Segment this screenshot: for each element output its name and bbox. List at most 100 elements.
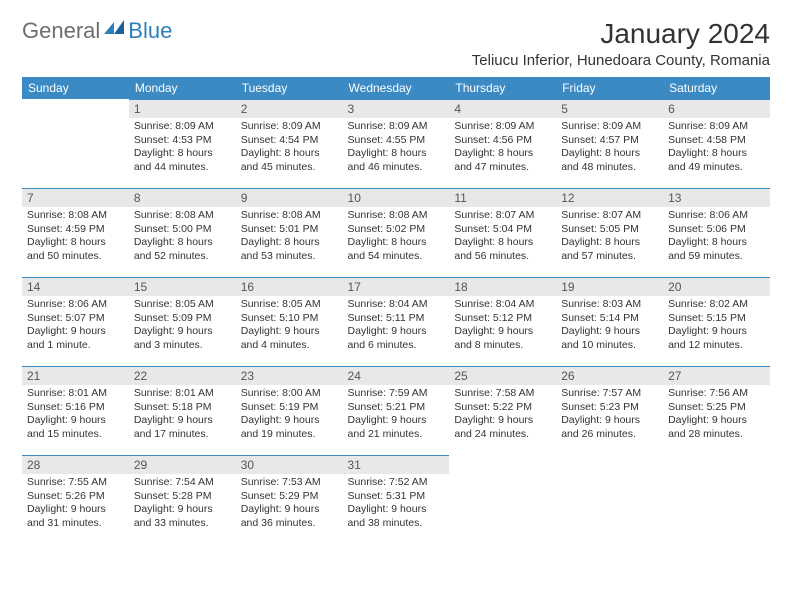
- weekday-header: Friday: [556, 77, 663, 99]
- day-details: Sunrise: 8:07 AMSunset: 5:05 PMDaylight:…: [556, 207, 663, 268]
- sunset-text: Sunset: 5:22 PM: [454, 401, 551, 415]
- sunrise-text: Sunrise: 8:07 AM: [561, 209, 658, 223]
- day-details: Sunrise: 8:04 AMSunset: 5:12 PMDaylight:…: [449, 296, 556, 357]
- sunrise-text: Sunrise: 8:04 AM: [348, 298, 445, 312]
- day-details: Sunrise: 7:52 AMSunset: 5:31 PMDaylight:…: [343, 474, 450, 535]
- daylight-text: Daylight: 9 hours and 4 minutes.: [241, 325, 338, 352]
- day-number: 16: [236, 277, 343, 296]
- daylight-text: Daylight: 8 hours and 53 minutes.: [241, 236, 338, 263]
- calendar-day-cell: 11Sunrise: 8:07 AMSunset: 5:04 PMDayligh…: [449, 188, 556, 277]
- title-block: January 2024 Teliucu Inferior, Hunedoara…: [472, 18, 770, 69]
- sunrise-text: Sunrise: 8:08 AM: [134, 209, 231, 223]
- daylight-text: Daylight: 9 hours and 17 minutes.: [134, 414, 231, 441]
- day-details: Sunrise: 8:02 AMSunset: 5:15 PMDaylight:…: [663, 296, 770, 357]
- sunset-text: Sunset: 5:14 PM: [561, 312, 658, 326]
- sunrise-text: Sunrise: 7:58 AM: [454, 387, 551, 401]
- page-title: January 2024: [472, 18, 770, 50]
- day-number: 6: [663, 99, 770, 118]
- calendar-day-cell: 10Sunrise: 8:08 AMSunset: 5:02 PMDayligh…: [343, 188, 450, 277]
- weekday-header: Saturday: [663, 77, 770, 99]
- daylight-text: Daylight: 9 hours and 6 minutes.: [348, 325, 445, 352]
- sunset-text: Sunset: 5:07 PM: [27, 312, 124, 326]
- daylight-text: Daylight: 9 hours and 10 minutes.: [561, 325, 658, 352]
- day-number: 14: [22, 277, 129, 296]
- day-details: Sunrise: 8:09 AMSunset: 4:55 PMDaylight:…: [343, 118, 450, 179]
- day-details: Sunrise: 8:06 AMSunset: 5:07 PMDaylight:…: [22, 296, 129, 357]
- calendar-day-cell: 14Sunrise: 8:06 AMSunset: 5:07 PMDayligh…: [22, 277, 129, 366]
- calendar-day-cell: [22, 99, 129, 188]
- daylight-text: Daylight: 9 hours and 36 minutes.: [241, 503, 338, 530]
- sunset-text: Sunset: 5:25 PM: [668, 401, 765, 415]
- sunrise-text: Sunrise: 8:08 AM: [27, 209, 124, 223]
- sunrise-text: Sunrise: 8:08 AM: [241, 209, 338, 223]
- calendar-day-cell: 17Sunrise: 8:04 AMSunset: 5:11 PMDayligh…: [343, 277, 450, 366]
- day-details: Sunrise: 7:53 AMSunset: 5:29 PMDaylight:…: [236, 474, 343, 535]
- sunrise-text: Sunrise: 8:09 AM: [668, 120, 765, 134]
- day-number: 15: [129, 277, 236, 296]
- calendar-day-cell: 30Sunrise: 7:53 AMSunset: 5:29 PMDayligh…: [236, 455, 343, 544]
- day-details: Sunrise: 8:06 AMSunset: 5:06 PMDaylight:…: [663, 207, 770, 268]
- sunset-text: Sunset: 5:16 PM: [27, 401, 124, 415]
- daylight-text: Daylight: 8 hours and 48 minutes.: [561, 147, 658, 174]
- day-number: 20: [663, 277, 770, 296]
- sunset-text: Sunset: 4:55 PM: [348, 134, 445, 148]
- day-details: Sunrise: 8:04 AMSunset: 5:11 PMDaylight:…: [343, 296, 450, 357]
- daylight-text: Daylight: 8 hours and 49 minutes.: [668, 147, 765, 174]
- sunset-text: Sunset: 5:15 PM: [668, 312, 765, 326]
- calendar-day-cell: [663, 455, 770, 544]
- sunrise-text: Sunrise: 8:05 AM: [134, 298, 231, 312]
- day-number: 3: [343, 99, 450, 118]
- calendar-week-row: 14Sunrise: 8:06 AMSunset: 5:07 PMDayligh…: [22, 277, 770, 366]
- day-number: 17: [343, 277, 450, 296]
- day-details: Sunrise: 8:08 AMSunset: 5:00 PMDaylight:…: [129, 207, 236, 268]
- daylight-text: Daylight: 9 hours and 3 minutes.: [134, 325, 231, 352]
- weekday-header: Monday: [129, 77, 236, 99]
- day-details: Sunrise: 8:08 AMSunset: 4:59 PMDaylight:…: [22, 207, 129, 268]
- sunrise-text: Sunrise: 8:09 AM: [134, 120, 231, 134]
- day-number: 19: [556, 277, 663, 296]
- sunset-text: Sunset: 5:28 PM: [134, 490, 231, 504]
- calendar-day-cell: 1Sunrise: 8:09 AMSunset: 4:53 PMDaylight…: [129, 99, 236, 188]
- day-details: Sunrise: 7:58 AMSunset: 5:22 PMDaylight:…: [449, 385, 556, 446]
- day-number: 22: [129, 366, 236, 385]
- sunrise-text: Sunrise: 8:09 AM: [561, 120, 658, 134]
- calendar-day-cell: 5Sunrise: 8:09 AMSunset: 4:57 PMDaylight…: [556, 99, 663, 188]
- calendar-day-cell: 20Sunrise: 8:02 AMSunset: 5:15 PMDayligh…: [663, 277, 770, 366]
- daylight-text: Daylight: 8 hours and 46 minutes.: [348, 147, 445, 174]
- daylight-text: Daylight: 9 hours and 28 minutes.: [668, 414, 765, 441]
- calendar-week-row: 28Sunrise: 7:55 AMSunset: 5:26 PMDayligh…: [22, 455, 770, 544]
- sunset-text: Sunset: 5:06 PM: [668, 223, 765, 237]
- day-details: Sunrise: 7:55 AMSunset: 5:26 PMDaylight:…: [22, 474, 129, 535]
- day-number: 1: [129, 99, 236, 118]
- day-details: Sunrise: 7:57 AMSunset: 5:23 PMDaylight:…: [556, 385, 663, 446]
- day-number: 29: [129, 455, 236, 474]
- day-number: 28: [22, 455, 129, 474]
- sunset-text: Sunset: 5:05 PM: [561, 223, 658, 237]
- day-details: Sunrise: 7:59 AMSunset: 5:21 PMDaylight:…: [343, 385, 450, 446]
- calendar-week-row: 7Sunrise: 8:08 AMSunset: 4:59 PMDaylight…: [22, 188, 770, 277]
- daylight-text: Daylight: 9 hours and 24 minutes.: [454, 414, 551, 441]
- calendar-day-cell: 31Sunrise: 7:52 AMSunset: 5:31 PMDayligh…: [343, 455, 450, 544]
- sunrise-text: Sunrise: 7:54 AM: [134, 476, 231, 490]
- day-number: 13: [663, 188, 770, 207]
- day-details: Sunrise: 8:01 AMSunset: 5:16 PMDaylight:…: [22, 385, 129, 446]
- day-details: Sunrise: 8:09 AMSunset: 4:54 PMDaylight:…: [236, 118, 343, 179]
- day-details: Sunrise: 8:09 AMSunset: 4:56 PMDaylight:…: [449, 118, 556, 179]
- calendar-day-cell: 23Sunrise: 8:00 AMSunset: 5:19 PMDayligh…: [236, 366, 343, 455]
- daylight-text: Daylight: 8 hours and 45 minutes.: [241, 147, 338, 174]
- location-text: Teliucu Inferior, Hunedoara County, Roma…: [472, 52, 770, 69]
- day-details: Sunrise: 8:08 AMSunset: 5:02 PMDaylight:…: [343, 207, 450, 268]
- calendar-day-cell: 13Sunrise: 8:06 AMSunset: 5:06 PMDayligh…: [663, 188, 770, 277]
- day-details: Sunrise: 8:05 AMSunset: 5:09 PMDaylight:…: [129, 296, 236, 357]
- day-number: 21: [22, 366, 129, 385]
- logo-text-general: General: [22, 18, 100, 44]
- day-details: Sunrise: 8:03 AMSunset: 5:14 PMDaylight:…: [556, 296, 663, 357]
- sunrise-text: Sunrise: 8:02 AM: [668, 298, 765, 312]
- calendar-day-cell: 26Sunrise: 7:57 AMSunset: 5:23 PMDayligh…: [556, 366, 663, 455]
- calendar-day-cell: 18Sunrise: 8:04 AMSunset: 5:12 PMDayligh…: [449, 277, 556, 366]
- sunset-text: Sunset: 5:26 PM: [27, 490, 124, 504]
- sunrise-text: Sunrise: 8:09 AM: [241, 120, 338, 134]
- sunset-text: Sunset: 5:12 PM: [454, 312, 551, 326]
- weekday-header-row: Sunday Monday Tuesday Wednesday Thursday…: [22, 77, 770, 99]
- day-number: 12: [556, 188, 663, 207]
